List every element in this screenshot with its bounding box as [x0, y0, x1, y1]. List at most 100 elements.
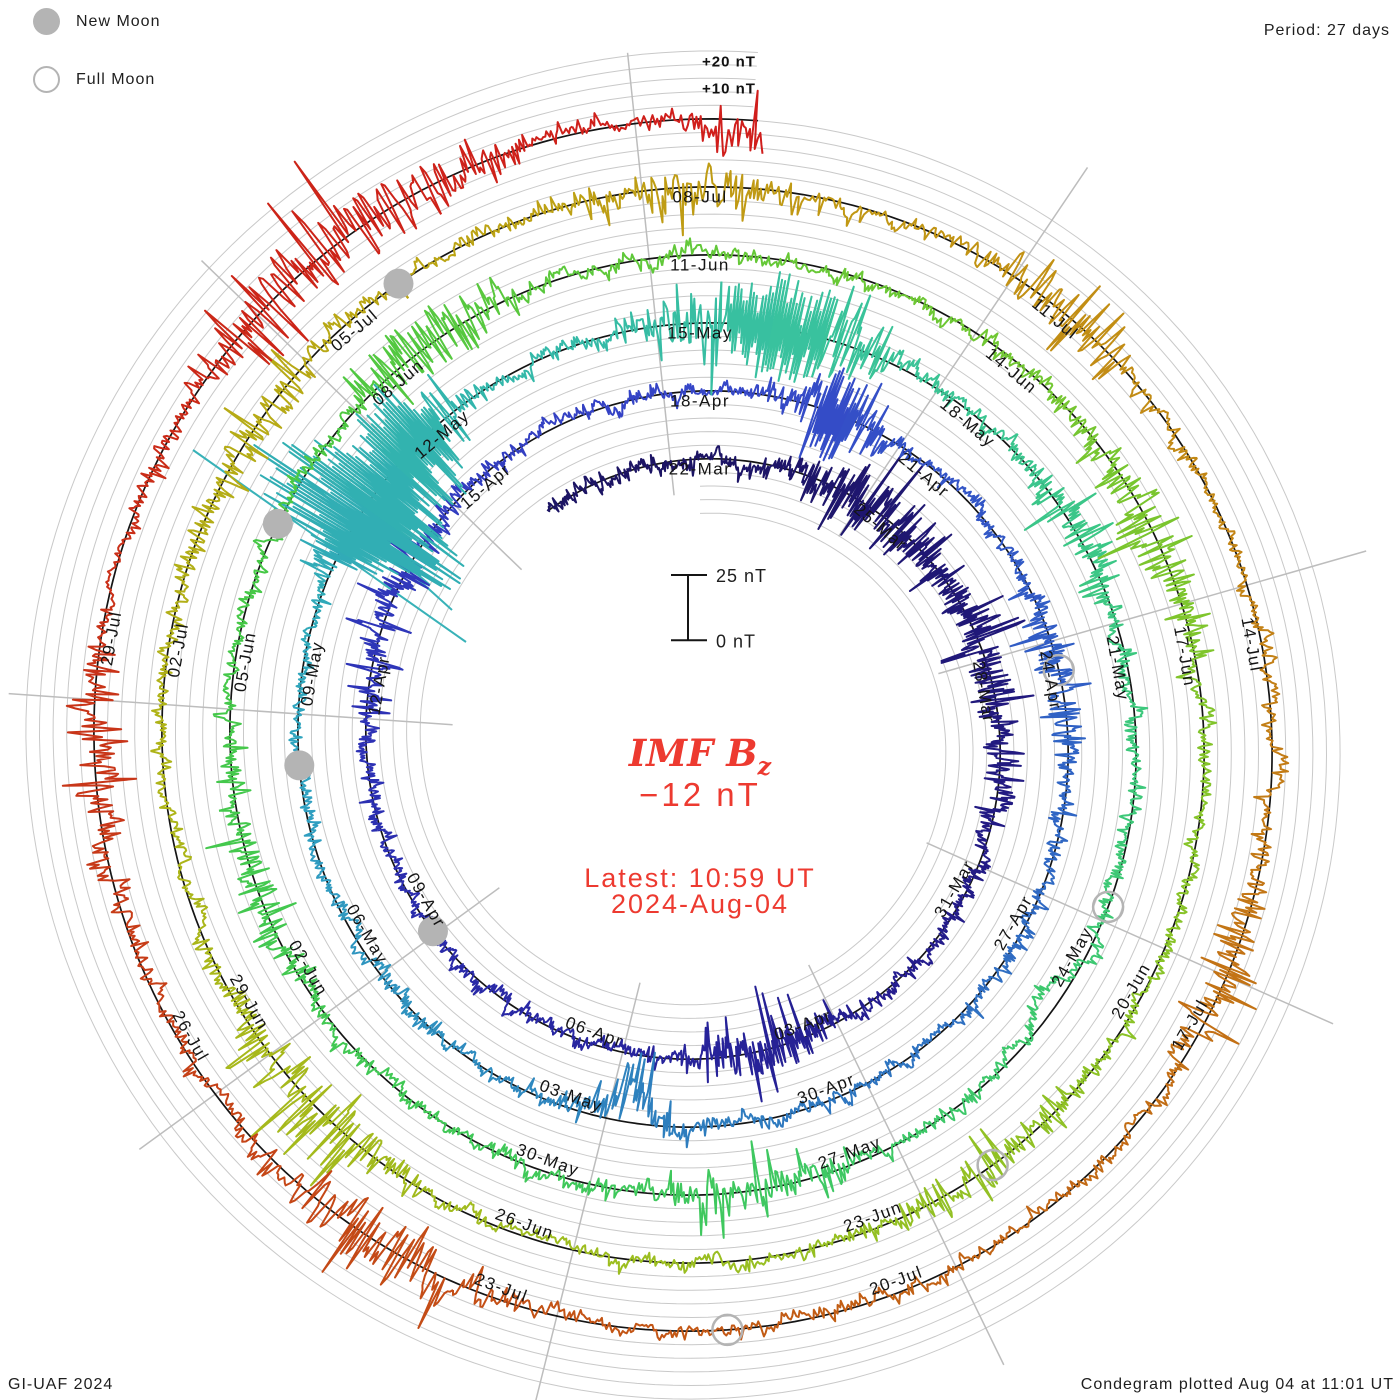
bz-trace-segment	[529, 1012, 571, 1038]
bz-trace-segment	[745, 1308, 820, 1338]
bz-trace-segment	[942, 994, 985, 1028]
bz-trace-segment	[1173, 859, 1200, 923]
bz-trace-segment	[355, 383, 467, 508]
bz-trace-segment	[923, 1160, 994, 1219]
bz-trace-segment	[300, 597, 332, 650]
bz-trace-segment	[65, 673, 129, 753]
bz-trace-segment	[957, 318, 1012, 361]
bz-trace-segment	[364, 1060, 413, 1106]
bz-trace-segment	[712, 445, 748, 483]
ring-date-label: 03-May	[537, 1076, 605, 1116]
bz-trace-segment	[601, 251, 664, 282]
latest-date-label: 2024-Aug-04	[610, 889, 790, 919]
bz-trace-segment	[919, 372, 968, 410]
full-moon-icon	[33, 66, 60, 93]
new-moon-marker	[262, 508, 293, 539]
bz-trace-segment	[715, 379, 762, 399]
bz-trace-segment	[840, 450, 905, 536]
bz-trace-segment	[356, 576, 412, 635]
bz-trace-segment	[1097, 488, 1193, 560]
bz-trace-segment	[1078, 574, 1124, 631]
bz-trace-segment	[1138, 547, 1195, 610]
bz-trace-segment	[105, 526, 136, 602]
bz-trace-segment	[921, 459, 964, 492]
bz-trace-segment	[110, 897, 154, 971]
bz-trace-segment	[165, 550, 199, 617]
bz-trace-segment	[454, 216, 524, 248]
bz-trace-segment	[828, 382, 890, 460]
bz-trace-segment	[282, 434, 465, 567]
bz-trace-segment	[351, 704, 391, 748]
bz-trace-segment	[684, 1021, 726, 1084]
bz-trace-segment	[805, 1222, 869, 1258]
bz-trace-segment	[319, 1197, 399, 1273]
bz-trace-segment	[299, 796, 322, 850]
bz-trace-segment	[181, 881, 210, 951]
bz-trace-segment	[1103, 840, 1128, 899]
credit-label: GI-UAF 2024	[8, 1376, 114, 1393]
bz-trace-segment	[225, 998, 291, 1070]
bz-trace-segment	[943, 881, 975, 923]
bz-trace-segment	[1175, 670, 1218, 735]
bz-trace-segment	[572, 471, 612, 496]
ring-date-label: 18-Apr	[670, 391, 730, 410]
new-moon-label: New Moon	[76, 12, 161, 30]
bz-trace-segment	[1139, 405, 1198, 462]
ring-date-label: 18-May	[936, 395, 999, 452]
bz-trace-segment	[1188, 457, 1226, 528]
bz-trace-segment	[962, 486, 991, 528]
bz-trace-segment	[1046, 285, 1126, 353]
bz-trace-segment	[1239, 593, 1278, 661]
bz-trace-segment	[754, 985, 807, 1093]
new-moon-marker	[284, 750, 315, 781]
bz-trace-segment	[150, 750, 177, 818]
bz-trace-segment	[476, 276, 546, 316]
ring-date-label: 28-Mar	[969, 659, 999, 724]
bz-trace-segment	[1259, 659, 1281, 734]
bz-trace-segment	[355, 746, 385, 791]
bz-trace-segment	[499, 988, 532, 1024]
bz-trace-segment	[729, 1107, 780, 1130]
bz-trace-segment	[358, 789, 385, 832]
bz-trace-segment	[672, 383, 717, 410]
bz-trace-segment	[420, 373, 477, 461]
bz-trace-segment	[968, 660, 1016, 704]
bz-trace-segment	[1253, 732, 1290, 805]
ring-date-label: 05-Jun	[230, 630, 259, 693]
bz-trace-segment	[294, 964, 331, 1025]
bz-trace-segment	[1218, 526, 1248, 595]
bz-trace-segment	[627, 382, 674, 405]
imf-bz-current-value: −12 nT	[639, 776, 761, 813]
bz-trace-segment	[941, 590, 1004, 628]
bz-trace-segment	[368, 321, 447, 405]
bz-trace-segment	[868, 1058, 915, 1089]
bz-trace-segment	[1023, 480, 1097, 532]
legend-full-moon: Full Moon	[33, 66, 155, 93]
bz-trace-segment	[412, 1016, 458, 1052]
bz-trace-segment	[896, 522, 953, 570]
bz-trace-segment	[330, 893, 363, 938]
bz-trace-segment	[249, 444, 461, 590]
bz-trace-segment	[1118, 980, 1153, 1040]
bz-trace-segment	[1008, 352, 1056, 401]
bz-trace-segment	[462, 968, 504, 996]
bz-trace-segment	[393, 867, 421, 908]
bz-trace-segment	[896, 948, 934, 980]
bz-trace-segment	[877, 436, 923, 465]
bz-trace-segment	[456, 1042, 495, 1083]
bz-trace-segment	[1063, 521, 1117, 580]
bz-trace-segment	[786, 993, 836, 1055]
bz-trace-segment	[199, 947, 251, 1007]
bz-trace-segment	[339, 354, 395, 416]
bz-trace-segment	[677, 1168, 737, 1239]
bz-trace-segment	[562, 1177, 624, 1202]
bz-trace-segment	[811, 285, 885, 380]
bz-trace-segment	[983, 523, 1019, 563]
bz-trace-segment	[283, 1094, 382, 1187]
bz-trace-segment	[680, 1116, 732, 1149]
ring-date-label: 22-Mar	[669, 459, 732, 478]
bz-trace-segment	[299, 538, 378, 599]
period-label: Period: 27 days	[1263, 22, 1390, 39]
bz-trace-segment	[640, 454, 679, 477]
